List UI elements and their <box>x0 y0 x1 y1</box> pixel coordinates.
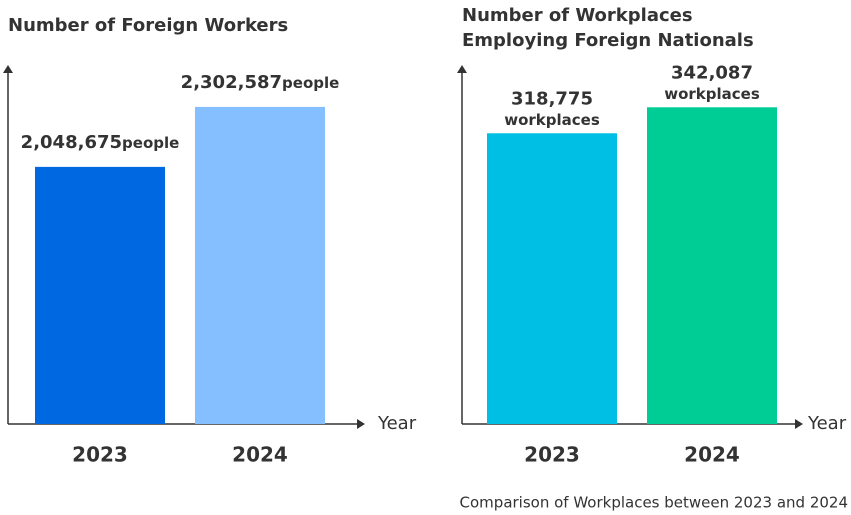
x-tick-label: 2024 <box>684 443 740 467</box>
value-unit: workplaces <box>664 85 760 103</box>
x-tick-label: 2023 <box>524 443 580 467</box>
x-axis-label: Year <box>807 413 847 434</box>
value-unit: people <box>282 73 339 91</box>
value-number: 2,048,675 <box>21 132 122 153</box>
y-axis-arrow <box>457 65 467 73</box>
y-axis-arrow <box>3 65 13 73</box>
bar <box>647 107 777 424</box>
value-label: 318,775 <box>511 88 593 109</box>
value-label: 342,087 <box>671 62 753 83</box>
x-tick-label: 2023 <box>72 443 128 467</box>
value-unit: workplaces <box>504 111 600 129</box>
x-axis-arrow <box>357 419 365 429</box>
value-number: 2,302,587 <box>181 72 282 93</box>
x-axis-arrow <box>795 419 803 429</box>
value-unit: people <box>122 133 179 151</box>
bar <box>487 133 617 424</box>
value-label: 2,302,587people <box>181 72 340 93</box>
chart-title: Number of Foreign Workers <box>8 15 288 36</box>
value-label: 2,048,675people <box>21 132 180 153</box>
footnote: Comparison of Workplaces between 2023 an… <box>460 494 848 512</box>
chart-title: Employing Foreign Nationals <box>462 30 754 51</box>
bar <box>195 106 325 424</box>
bar <box>35 166 165 424</box>
x-tick-label: 2024 <box>232 443 288 467</box>
x-axis-label: Year <box>377 413 417 434</box>
chart-title: Number of Workplaces <box>462 5 693 26</box>
